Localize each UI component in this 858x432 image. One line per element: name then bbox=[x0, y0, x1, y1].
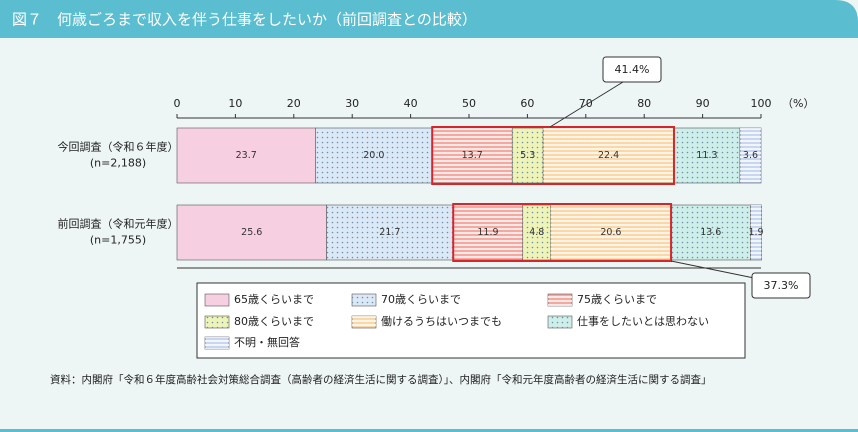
bar-pattern bbox=[739, 128, 761, 183]
callout-box bbox=[751, 272, 811, 299]
value-label: 22.4 bbox=[598, 150, 619, 161]
legend-pattern bbox=[205, 316, 229, 328]
x-tick-label: 30 bbox=[345, 97, 359, 110]
legend-label: 75歳くらいまで bbox=[577, 293, 657, 306]
legend-pattern bbox=[352, 294, 376, 306]
callout-label: 41.4% bbox=[615, 63, 650, 76]
value-label: 21.7 bbox=[379, 227, 400, 238]
callout-box bbox=[602, 56, 662, 83]
bar-pattern bbox=[750, 205, 762, 260]
category-label: 今回調査（令和６年度） bbox=[58, 140, 179, 154]
legend-pattern bbox=[548, 316, 572, 328]
legend-pattern bbox=[352, 316, 376, 328]
bar-pattern bbox=[315, 128, 433, 183]
legend-pattern bbox=[548, 294, 572, 306]
value-label: 20.6 bbox=[600, 227, 621, 238]
bar-pattern bbox=[512, 128, 544, 183]
bar-pattern bbox=[522, 205, 551, 260]
value-label: 13.7 bbox=[462, 150, 483, 161]
bar-pattern bbox=[453, 205, 523, 260]
value-label: 4.8 bbox=[529, 227, 544, 238]
legend-label: 働けるうちはいつまでも bbox=[381, 315, 502, 328]
highlight-box bbox=[452, 203, 673, 262]
value-label: 13.6 bbox=[700, 227, 721, 238]
legend-box bbox=[196, 282, 746, 359]
source: 資料：内閣府「令和６年度高齢社会対策総合調査（高齢者の経済生活に関する調査）」、… bbox=[50, 373, 712, 386]
callout-line bbox=[549, 81, 624, 128]
x-tick-label: 0 bbox=[174, 97, 181, 110]
legend-swatch bbox=[204, 293, 230, 307]
bar-pattern bbox=[326, 205, 454, 260]
value-label: 25.6 bbox=[241, 227, 262, 238]
bar-pattern bbox=[543, 128, 674, 183]
legend-pattern bbox=[205, 337, 229, 349]
x-tick-label: 50 bbox=[462, 97, 476, 110]
bar-segment bbox=[176, 204, 327, 261]
value-label: 3.6 bbox=[743, 150, 758, 161]
x-unit: （%） bbox=[782, 97, 814, 110]
legend-label: 70歳くらいまで bbox=[381, 293, 461, 306]
callout-line bbox=[670, 260, 755, 279]
chart-title: 図７ 何歳ごろまで収入を伴う仕事をしたいか（前回調査との比較） bbox=[12, 11, 477, 29]
callout-label: 37.3% bbox=[764, 279, 799, 292]
value-label: 23.7 bbox=[236, 150, 257, 161]
value-label: 5.3 bbox=[520, 150, 535, 161]
x-tick-label: 20 bbox=[287, 97, 301, 110]
x-tick-label: 40 bbox=[404, 97, 418, 110]
x-tick-label: 90 bbox=[696, 97, 710, 110]
sample-size: (n=1,755) bbox=[90, 234, 146, 247]
sample-size: (n=2,188) bbox=[90, 157, 146, 170]
bar-segment bbox=[176, 127, 316, 184]
header-bar bbox=[0, 0, 858, 38]
bar-pattern bbox=[550, 205, 672, 260]
value-label: 20.0 bbox=[363, 150, 384, 161]
bar-pattern bbox=[673, 128, 740, 183]
bar-pattern bbox=[671, 205, 751, 260]
x-tick-label: 10 bbox=[228, 97, 242, 110]
value-label: 11.9 bbox=[477, 227, 498, 238]
legend-label: 仕事をしたいとは思わない bbox=[577, 315, 709, 328]
bar-pattern bbox=[432, 128, 513, 183]
x-tick-label: 60 bbox=[520, 97, 534, 110]
legend-label: 65歳くらいまで bbox=[234, 293, 314, 306]
value-label: 11.3 bbox=[696, 150, 717, 161]
legend-label: 80歳くらいまで bbox=[234, 315, 314, 328]
legend-label: 不明・無回答 bbox=[234, 335, 300, 349]
value-label: 1.9 bbox=[748, 227, 763, 238]
highlight-box bbox=[431, 126, 675, 185]
x-tick-label: 80 bbox=[637, 97, 651, 110]
bottom-border bbox=[0, 429, 858, 432]
category-label: 前回調査（令和元年度） bbox=[58, 217, 179, 231]
x-tick-label: 100 bbox=[751, 97, 772, 110]
